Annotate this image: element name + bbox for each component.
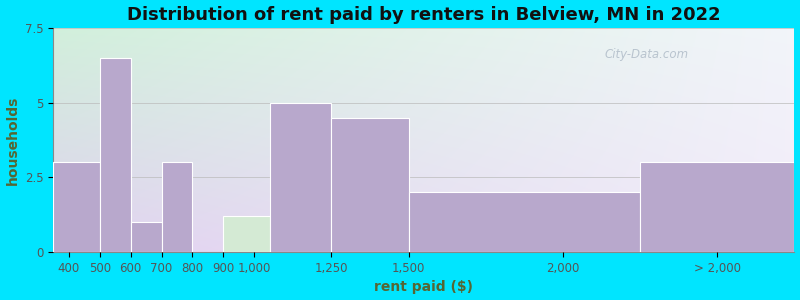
Bar	[270, 103, 331, 252]
Title: Distribution of rent paid by renters in Belview, MN in 2022: Distribution of rent paid by renters in …	[127, 6, 721, 24]
Bar	[162, 163, 192, 252]
Bar	[640, 163, 794, 252]
Bar	[130, 222, 162, 252]
X-axis label: rent paid ($): rent paid ($)	[374, 280, 474, 294]
Bar	[100, 58, 130, 252]
Text: City-Data.com: City-Data.com	[604, 48, 688, 61]
Bar	[54, 163, 100, 252]
Bar	[409, 192, 640, 252]
Bar	[331, 118, 409, 252]
Y-axis label: households: households	[6, 95, 19, 185]
Bar	[223, 216, 270, 252]
